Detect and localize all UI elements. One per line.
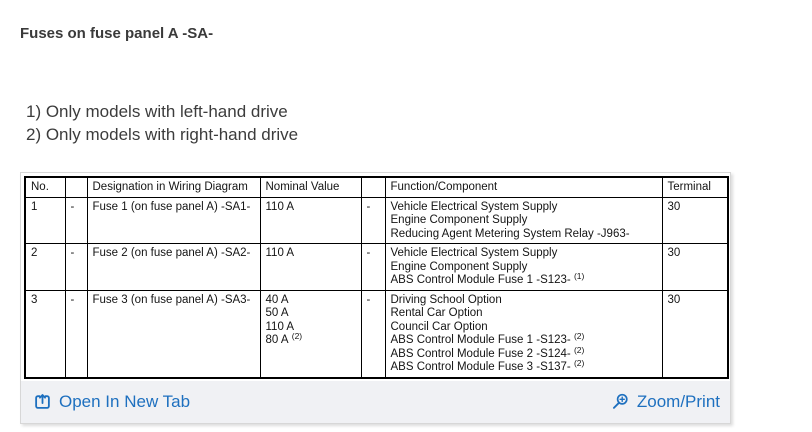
- footnote-ref: (2): [573, 331, 585, 341]
- header-nominal-value: Nominal Value: [259, 176, 362, 198]
- viewer-footer-bar: Open In New Tab Zoom/Print: [21, 380, 730, 423]
- footnote-right-hand-drive: 2) Only models with right-hand drive: [26, 125, 299, 144]
- footnote-left-hand-drive: 1) Only models with left-hand drive: [26, 102, 288, 121]
- header-spacer-1: [64, 176, 88, 198]
- zoom-print-link[interactable]: Zoom/Print: [612, 392, 720, 412]
- zoom-plus-icon: [612, 393, 629, 410]
- cell-designation: Fuse 1 (on fuse panel A) -SA1-: [86, 196, 261, 244]
- cell-dash: -: [64, 289, 88, 378]
- cell-function-component: Driving School Option Rental Car Option Co…: [384, 289, 663, 378]
- cell-line: 50 A: [265, 307, 289, 319]
- header-no: No.: [24, 176, 66, 198]
- header-terminal: Terminal: [661, 176, 729, 198]
- table-row: 3- Fuse 3 (on fuse panel A) -SA3- 40 A 50 A…: [24, 289, 729, 378]
- cell-line: Driving School Option: [390, 293, 502, 306]
- table-row: 2- Fuse 2 (on fuse panel A) -SA2- 110 A - Ve…: [24, 243, 729, 291]
- cell-designation: Fuse 3 (on fuse panel A) -SA3-: [86, 289, 261, 378]
- cell-line: 40 A: [265, 293, 289, 306]
- cell-nominal-value: 110 A: [259, 243, 362, 291]
- cell-no: 1: [24, 196, 66, 244]
- document-panel: No. Designation in Wiring Diagram Nomina…: [20, 172, 731, 424]
- cell-nominal-value: 40 A 50 A 110 A 80 A (2): [259, 289, 362, 378]
- table-header-row: No. Designation in Wiring Diagram Nomina…: [24, 176, 729, 198]
- cell-function-component: Vehicle Electrical System Supply Engine C…: [384, 243, 663, 291]
- fuse-table-wrapper: No. Designation in Wiring Diagram Nomina…: [21, 173, 730, 381]
- footnote-ref: (2): [573, 344, 585, 355]
- cell-designation: Fuse 2 (on fuse panel A) -SA2-: [86, 243, 261, 291]
- cell-terminal: 30: [661, 289, 729, 378]
- cell-line: Vehicle Electrical System Supply: [390, 247, 558, 259]
- fuse-table-body: 1- Fuse 1 (on fuse panel A) -SA1- 110 A - Ve…: [24, 196, 729, 378]
- cell-dash: -: [64, 196, 88, 244]
- cell-dash: -: [360, 243, 386, 291]
- open-in-new-tab-link[interactable]: Open In New Tab: [34, 392, 190, 412]
- cell-line: Vehicle Electrical System Supply: [390, 200, 558, 213]
- cell-no: 2: [24, 243, 66, 291]
- cell-line: ABS Control Module Fuse 1 -S123- (1): [390, 271, 585, 286]
- footnotes: 1) Only models with left-hand drive 2) O…: [26, 100, 298, 146]
- header-designation: Designation in Wiring Diagram: [86, 176, 261, 198]
- cell-dash: -: [360, 196, 386, 244]
- cell-line: 110 A: [265, 320, 295, 333]
- cell-dash: -: [360, 289, 386, 378]
- cell-line: Engine Component Supply: [390, 214, 528, 226]
- cell-line: ABS Control Module Fuse 1 -S123- (2): [390, 331, 585, 346]
- cell-dash: -: [64, 243, 88, 291]
- cell-line: Engine Component Supply: [390, 260, 528, 273]
- cell-line: 110 A: [265, 247, 295, 259]
- cell-line: Reducing Agent Metering System Relay -J9…: [390, 227, 630, 240]
- cell-line: Council Car Option: [390, 320, 488, 333]
- cell-nominal-value: 110 A: [259, 196, 362, 244]
- footnote-ref: (2): [573, 358, 585, 368]
- table-row: 1- Fuse 1 (on fuse panel A) -SA1- 110 A - Ve…: [24, 196, 729, 244]
- cell-no: 3: [24, 289, 66, 378]
- footnote-ref: (1): [573, 271, 585, 281]
- zoom-print-label: Zoom/Print: [636, 391, 720, 411]
- header-spacer-2: [360, 176, 386, 198]
- cell-line: ABS Control Module Fuse 3 -S137- (2): [390, 358, 585, 373]
- open-in-new-tab-icon: [34, 393, 51, 410]
- cell-terminal: 30: [661, 196, 729, 244]
- open-in-new-tab-label: Open In New Tab: [59, 391, 191, 411]
- fuse-table: No. Designation in Wiring Diagram Nomina…: [24, 176, 729, 379]
- header-function-component: Function/Component: [384, 176, 663, 198]
- cell-line: Rental Car Option: [390, 307, 483, 319]
- cell-function-component: Vehicle Electrical System Supply Engine C…: [384, 196, 663, 244]
- cell-terminal: 30: [661, 243, 729, 291]
- cell-line: ABS Control Module Fuse 2 -S124- (2): [390, 344, 585, 360]
- footnote-ref: (2): [291, 331, 303, 341]
- page-title: Fuses on fuse panel A -SA-: [20, 25, 214, 42]
- cell-line: 110 A: [265, 200, 295, 213]
- cell-line: 80 A (2): [265, 331, 303, 346]
